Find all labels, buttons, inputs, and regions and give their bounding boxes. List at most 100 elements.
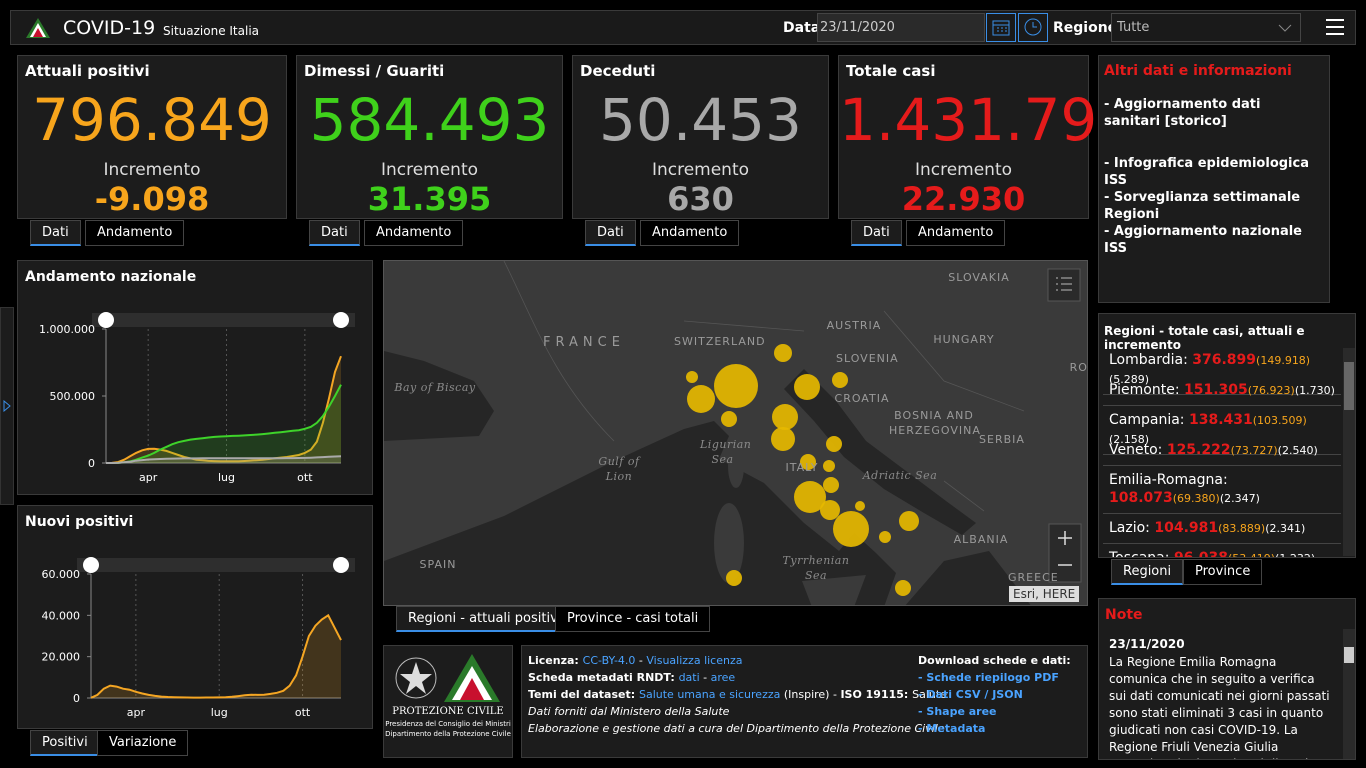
tab[interactable]: Regioni [1111,559,1184,585]
series-line [106,384,342,464]
map-label: Gulf of Lion [598,455,640,483]
scroll-thumb[interactable] [1344,362,1354,410]
download-link[interactable]: - Schede riepilogo PDF [918,671,1059,684]
map-shape [1278,24,1292,32]
range-slider [77,558,355,572]
logo-icon [26,18,50,38]
y-tick-label: 0 [88,457,95,470]
kpi-increment-label: Incremento [103,160,201,180]
date-input[interactable]: 23/11/2020 [817,13,985,42]
tab[interactable]: Province [1183,559,1263,585]
footer-text[interactable]: CC-BY-4.0 [582,654,636,667]
side-toggle[interactable] [0,307,14,505]
map-label: Tyrrhenian Sea [782,554,850,582]
slider-handle[interactable] [333,557,349,573]
tab[interactable]: Positivi [30,730,100,756]
region-current: (149.918) [1256,354,1311,367]
region-row: Campania: 138.431(103.509) (2.158) [1103,406,1341,455]
series-area [106,456,341,463]
tab[interactable]: Dati [30,220,81,246]
x-tick-label: ott [297,471,313,484]
region-label: Regione [1053,20,1118,36]
tab[interactable]: Dati [309,220,360,246]
region-total: 376.899 [1192,352,1257,368]
scroll-thumb[interactable] [1344,647,1354,663]
map-base [384,261,1087,605]
menu-button[interactable] [1325,18,1345,36]
info-panel: Altri dati e informazioni - Aggiornament… [1098,55,1330,303]
region-increment: (2.158) [1109,433,1150,446]
kpi-card: Attuali positivi 796.849 Incremento -9.098 [17,55,287,219]
region-select[interactable]: Tutte [1111,13,1301,42]
footer-text[interactable]: Salute umana e sicurezza [638,688,781,701]
map-bubble [899,511,919,531]
region-current: (69.380) [1172,492,1220,505]
slider-handle[interactable] [333,312,349,328]
kpi-title: Dimessi / Guariti [304,62,445,80]
region-current: (103.509) [1252,414,1307,427]
kpi-increment: 630 [667,180,734,218]
scrollbar[interactable] [1343,629,1355,759]
line-chart: Nuovi positivi 0 20.000 40.000 60.000 apr lug o… [25,514,355,719]
tab[interactable]: Regioni - attuali positivi [396,606,574,632]
tab[interactable]: Dati [851,220,902,246]
map-bubble [721,411,737,427]
map-bubble [726,570,742,586]
tab[interactable]: Dati [585,220,636,246]
region-increment: (2.341) [1265,522,1306,535]
tab[interactable]: Variazione [97,730,189,756]
slider-handle[interactable] [98,312,114,328]
download-link[interactable]: - Dati CSV / JSON [918,688,1023,701]
info-link[interactable]: - Aggiornamento nazionale ISS [1104,224,1302,256]
download-link[interactable]: - Shape aree [918,705,997,718]
footer-text[interactable]: dati [678,671,700,684]
tab[interactable]: Andamento [640,220,740,246]
map-shape [1326,19,1344,35]
map-bubble [895,580,911,596]
region-name: Piemonte: [1109,382,1180,398]
footer-text: Elaborazione e gestione dati a cura del … [528,722,945,735]
region-value: Tutte [1117,20,1150,35]
kpi-title: Deceduti [580,62,656,80]
region-row: Veneto: 125.222(73.727)(2.540) [1103,436,1341,466]
chart-title: Nuovi positivi [25,514,133,530]
map-label: CROATIA [834,392,890,405]
map-bubble [772,404,798,430]
region-name: Lombardia: [1109,352,1188,368]
tab[interactable]: Andamento [364,220,464,246]
region-total: 96.038 [1173,550,1228,558]
map[interactable]: Esri, HERE SLOVAKIA FRANCE SWITZERLAND AUST… [383,260,1088,606]
kpi-increment: 31.395 [367,180,492,218]
logo-name: PROTEZIONE CIVILE [392,706,504,717]
info-link[interactable]: - Aggiornamento dati sanitari [storico] [1104,97,1261,129]
map-label: SLOVENIA [836,352,899,365]
kpi-card: Dimessi / Guariti 584.493 Incremento 31.395 [296,55,563,219]
footer-line: Licenza: CC-BY-4.0 - Visualizza licenza [528,654,743,667]
info-link[interactable]: - Sorveglianza settimanale Regioni [1104,190,1301,222]
footer-text[interactable]: aree [710,671,736,684]
region-row: Emilia-Romagna: 108.073(69.380)(2.347) [1103,466,1341,514]
download-link[interactable]: - Metadata [918,722,986,735]
region-increment: (5.289) [1109,373,1150,386]
series-line [106,455,342,464]
slider-handle[interactable] [83,557,99,573]
map-bubble [794,374,820,400]
region-total: 125.222 [1166,442,1231,458]
tab[interactable]: Andamento [906,220,1006,246]
map-shape [1048,523,1082,583]
map-label: GREECE [1008,571,1059,584]
map-shape [33,28,43,37]
calendar-button[interactable] [986,13,1016,42]
series-area [106,384,341,463]
footer-text[interactable]: Visualizza licenza [646,654,743,667]
calendar-icon [992,20,1010,36]
time-button[interactable] [1018,13,1048,42]
tab[interactable]: Province - casi totali [555,606,711,632]
scrollbar[interactable] [1343,348,1355,556]
tab[interactable]: Andamento [85,220,185,246]
map-bubble [832,372,848,388]
notes-panel: Note 23/11/2020 La Regione Emilia Romagn… [1098,598,1356,760]
info-link[interactable]: - Infografica epidemiologica ISS [1104,156,1309,188]
y-tick-label: 20.000 [42,651,81,664]
kpi-increment: 22.930 [901,180,1026,218]
